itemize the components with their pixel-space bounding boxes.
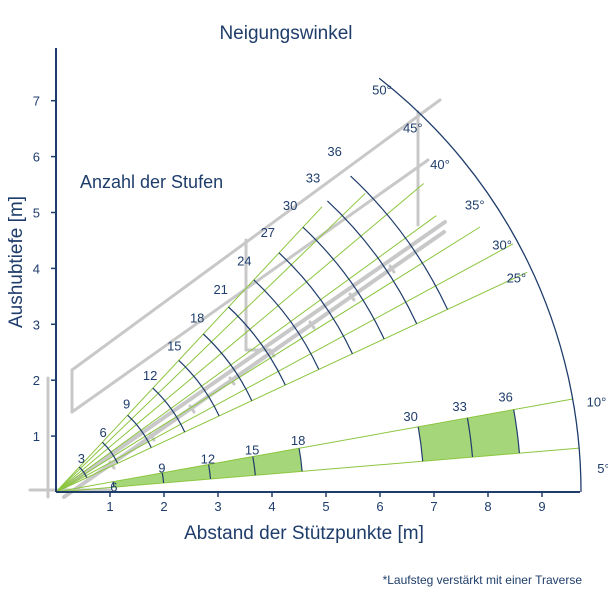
step-arc [253,279,320,370]
y-tick-label: 1 [33,429,40,444]
steep-step-label: 15 [167,339,181,354]
step-arc-flat [252,456,256,476]
y-tick-label: 3 [33,317,40,332]
handrail-rail [70,158,430,414]
footnote: *Laufsteg verstärkt mit einer Traverse [383,573,583,587]
angle-label: 5° [597,461,608,476]
steep-step-label: 12 [143,368,157,383]
handrail-top [70,98,442,372]
ladder-rung [188,404,196,414]
y-tick-label: 6 [33,150,40,165]
y-tick-label: 2 [33,373,40,388]
steep-step-label: 30 [283,198,297,213]
angle-ray [55,206,323,493]
step-arc-flat [417,426,424,462]
step-arc [202,333,253,401]
step-arc-flat [161,472,165,484]
ladder-rung [228,376,236,386]
x-tick-label: 8 [484,499,491,514]
y-tick-label: 5 [33,206,40,221]
step-arc [152,387,186,433]
step-arc [350,175,449,310]
angle-rays [55,183,580,493]
steep-step-label: 27 [261,225,275,240]
step-arc [302,226,385,340]
step-arc [228,306,286,386]
step-arc-flat [112,481,115,488]
angle-label: 45° [403,121,423,136]
angle-ray [55,226,481,493]
x-tick-label: 4 [268,499,275,514]
step-arc [127,414,152,448]
steep-step-label: 33 [306,170,320,185]
steep-step-label: 36 [327,144,341,159]
steep-step-label: 24 [237,254,251,269]
ladder-rung [308,320,316,330]
step-arc-flat [466,417,474,458]
y-axis-title: Aushubtiefe [m] [6,196,27,328]
flat-step-label: 18 [291,433,305,448]
axes [55,48,580,493]
angle-ray [55,271,528,493]
flat-step-label: 36 [498,390,512,405]
step-arc [278,252,353,355]
steep-step-label: 9 [123,396,130,411]
diagram-title: Neigungswinkel [219,23,352,44]
x-axis-ticks: 1 2 3 4 5 6 7 8 9 [106,492,546,514]
ladder-rung [388,264,396,274]
ladder-rail-upper [58,220,447,492]
green-band [113,448,303,488]
angle-label: 25° [507,270,527,285]
y-axis-ticks: 1 2 3 4 5 6 7 [33,94,56,444]
angle-ray [55,243,514,493]
x-tick-label: 2 [160,499,167,514]
step-arc [178,359,220,417]
angle-ray [55,447,580,493]
flat-step-label: 6 [110,480,117,495]
step-arc-flat [513,409,520,454]
ladder-rung [108,460,116,470]
x-tick-label: 6 [376,499,383,514]
steep-step-label: 18 [190,311,204,326]
steep-step-label: 21 [213,282,227,297]
x-axis-title: Abstand der Stützpunkte [m] [184,523,424,544]
angle-label: 40° [430,157,450,172]
flat-step-label: 33 [452,399,466,414]
step-arcs [78,175,520,488]
flat-step-label: 15 [245,443,259,458]
angle-label: 30° [492,238,512,253]
flat-step-label: 30 [403,409,417,424]
ladder-illustration [28,98,447,499]
angle-labels: 5° 10° 25° 30° 35° 40° 45° 50° [372,82,608,476]
flat-step-label: 12 [201,451,215,466]
angle-ray [55,183,425,493]
x-tick-label: 7 [430,499,437,514]
step-arc [78,466,88,478]
x-tick-label: 5 [322,499,329,514]
step-arc-flat [208,464,212,480]
step-arc [326,200,418,325]
angle-label: 35° [465,197,485,212]
flat-step-label: 9 [158,461,165,476]
x-tick-label: 9 [538,499,545,514]
angle-ray [55,192,366,493]
angle-label: 50° [372,82,392,97]
x-tick-label: 1 [106,499,113,514]
y-tick-label: 7 [33,94,40,109]
x-tick-label: 3 [214,499,221,514]
step-arc-flat [298,448,303,472]
steep-step-label: 6 [99,425,106,440]
angle-ray [55,398,573,493]
steep-step-label: 3 [78,451,85,466]
angle-ray [55,215,437,493]
angle-label: 10° [587,395,607,410]
ladder-rung [348,292,356,302]
y-tick-label: 4 [33,261,40,276]
steps-label: Anzahl der Stufen [80,172,223,192]
step-arc [101,441,119,464]
outer-angle-arc [378,77,582,493]
